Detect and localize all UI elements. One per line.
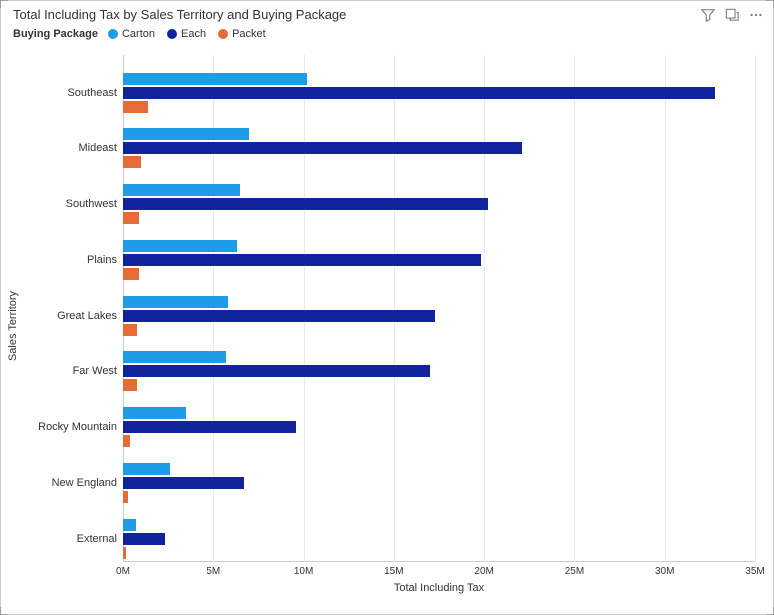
- gridline: [394, 55, 395, 562]
- legend-swatch: [108, 29, 118, 39]
- resize-handle-tr[interactable]: [766, 0, 774, 8]
- x-axis-tick-labels: 0M5M10M15M20M25M30M35M: [123, 564, 755, 578]
- legend-item-carton[interactable]: Carton: [108, 28, 155, 40]
- bar[interactable]: [123, 421, 296, 433]
- x-tick-label: 30M: [655, 566, 674, 577]
- x-tick-label: 35M: [745, 566, 764, 577]
- bar[interactable]: [123, 407, 186, 419]
- category-label: Plains: [87, 254, 117, 266]
- bar[interactable]: [123, 184, 240, 196]
- bar[interactable]: [123, 435, 130, 447]
- bar[interactable]: [123, 198, 488, 210]
- legend-label: Packet: [232, 28, 266, 40]
- legend-label: Each: [181, 28, 206, 40]
- chart-visual: Total Including Tax by Sales Territory a…: [0, 0, 774, 615]
- gridline: [755, 55, 756, 562]
- category-label: Great Lakes: [57, 310, 117, 322]
- category-label: Southwest: [66, 198, 117, 210]
- x-tick-label: 20M: [474, 566, 493, 577]
- bar[interactable]: [123, 128, 249, 140]
- bar[interactable]: [123, 87, 715, 99]
- category-label: Mideast: [78, 142, 117, 154]
- y-axis-tick-labels: Southeast Mideast Southwest Plains Great Lak…: [31, 55, 121, 562]
- legend: Buying Package Carton Each Packet: [1, 24, 773, 46]
- legend-title: Buying Package: [13, 28, 98, 40]
- bar[interactable]: [123, 379, 137, 391]
- bar[interactable]: [123, 101, 148, 113]
- resize-handle-br[interactable]: [766, 607, 774, 615]
- category-label: Rocky Mountain: [38, 421, 117, 433]
- bar[interactable]: [123, 463, 170, 475]
- chart-title: Total Including Tax by Sales Territory a…: [13, 7, 701, 22]
- legend-item-each[interactable]: Each: [167, 28, 206, 40]
- bar[interactable]: [123, 365, 430, 377]
- category-label: External: [77, 533, 117, 545]
- legend-swatch: [167, 29, 177, 39]
- legend-swatch: [218, 29, 228, 39]
- category-label: New England: [52, 477, 117, 489]
- resize-handle-bl[interactable]: [0, 607, 8, 615]
- x-axis-line: [123, 561, 755, 562]
- bar[interactable]: [123, 547, 126, 559]
- bar[interactable]: [123, 73, 307, 85]
- bar[interactable]: [123, 533, 165, 545]
- legend-item-packet[interactable]: Packet: [218, 28, 266, 40]
- legend-label: Carton: [122, 28, 155, 40]
- x-axis-label: Total Including Tax: [123, 582, 755, 594]
- bar[interactable]: [123, 296, 228, 308]
- bar[interactable]: [123, 156, 141, 168]
- bar[interactable]: [123, 351, 226, 363]
- bar[interactable]: [123, 254, 481, 266]
- bar[interactable]: [123, 519, 136, 531]
- x-tick-label: 5M: [206, 566, 220, 577]
- category-label: Far West: [73, 365, 117, 377]
- category-label: Southeast: [67, 87, 117, 99]
- x-tick-label: 15M: [384, 566, 403, 577]
- x-tick-label: 0M: [116, 566, 130, 577]
- bar[interactable]: [123, 310, 435, 322]
- bar[interactable]: [123, 477, 244, 489]
- x-tick-label: 25M: [565, 566, 584, 577]
- y-axis-label: Sales Territory: [7, 290, 19, 360]
- bar[interactable]: [123, 491, 128, 503]
- filter-icon[interactable]: [701, 8, 715, 22]
- focus-mode-icon[interactable]: [725, 8, 739, 22]
- visual-header: Total Including Tax by Sales Territory a…: [1, 1, 773, 24]
- more-options-icon[interactable]: [749, 8, 763, 22]
- x-tick-label: 10M: [294, 566, 313, 577]
- bar[interactable]: [123, 240, 237, 252]
- bar[interactable]: [123, 212, 139, 224]
- gridline: [484, 55, 485, 562]
- plot-area: [123, 55, 755, 562]
- gridline: [574, 55, 575, 562]
- resize-handle-tl[interactable]: [0, 0, 8, 8]
- gridline: [304, 55, 305, 562]
- bar[interactable]: [123, 324, 137, 336]
- bar[interactable]: [123, 268, 139, 280]
- gridline: [665, 55, 666, 562]
- bar[interactable]: [123, 142, 522, 154]
